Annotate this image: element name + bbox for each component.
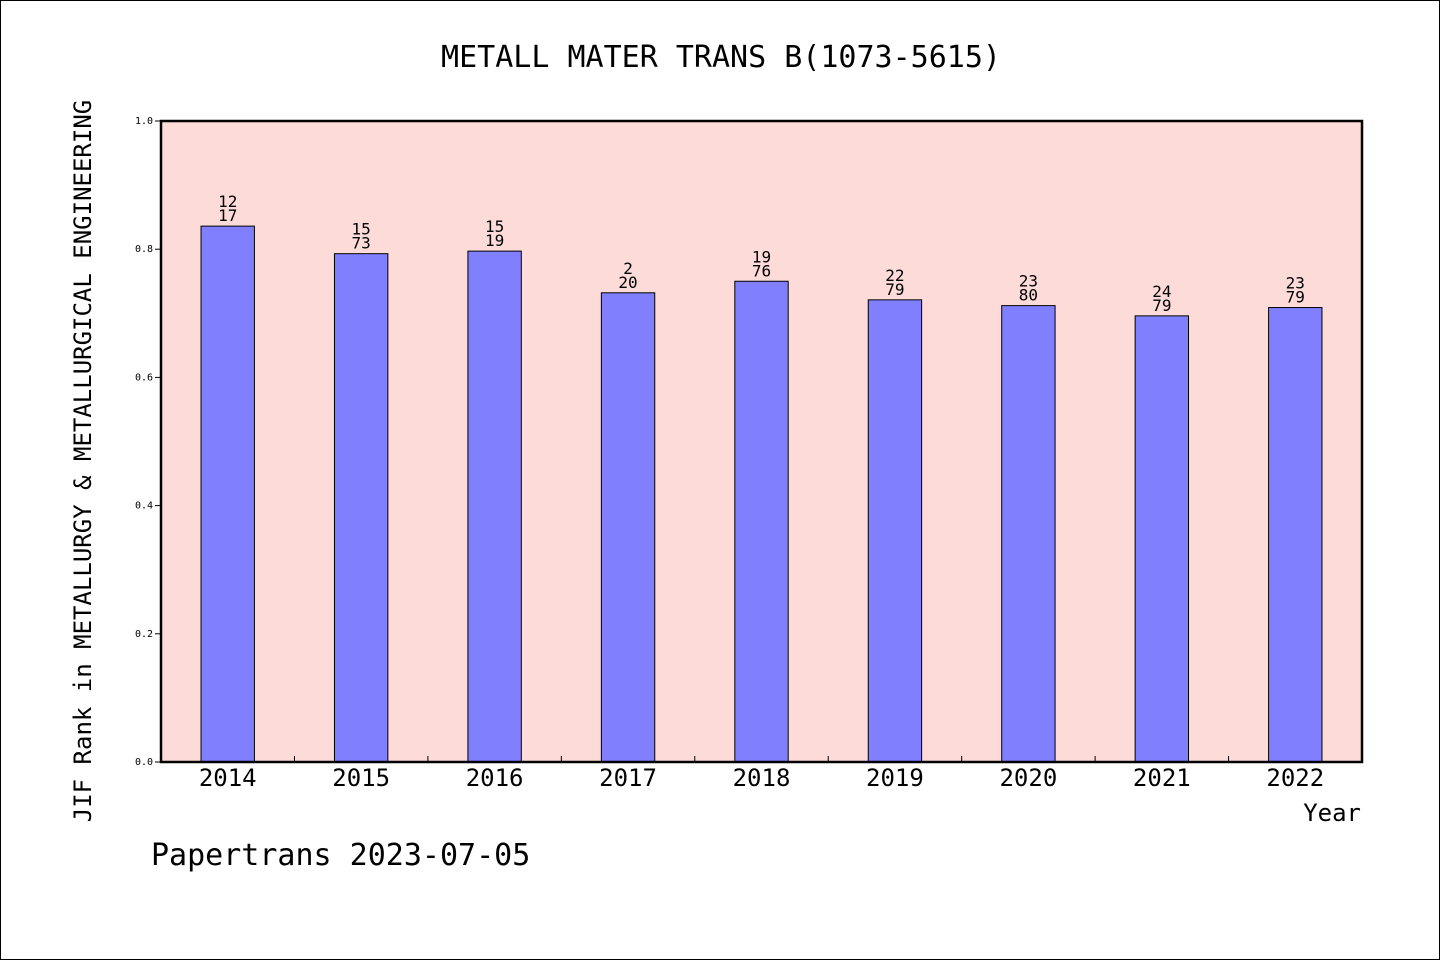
y-axis-label: JIF Rank in METALLURGY & METALLURGICAL E… (69, 100, 97, 822)
bar-label-rank: 24 (1152, 282, 1171, 301)
x-tick-label: 2021 (1133, 764, 1191, 792)
footer-credit: Papertrans 2023-07-05 (151, 838, 530, 873)
bar-label-total: 20 (618, 273, 637, 292)
bar-2017 (600, 292, 656, 763)
y-tick-label: 1.0 (135, 116, 153, 127)
bar-label-rank: 23 (1286, 274, 1305, 293)
plot-border (159, 119, 1364, 764)
x-tick-label: 2017 (599, 764, 657, 792)
bar-label-rank: 15 (485, 217, 504, 236)
bar-label-total: 17 (218, 206, 237, 225)
bar-2021 (1134, 315, 1190, 763)
bar-label-rank: 2 (623, 259, 633, 278)
bar-label-total: 76 (752, 261, 771, 280)
bar-2018 (734, 280, 789, 763)
y-tick-label: 0.0 (135, 757, 153, 768)
x-tick-label: 2022 (1266, 764, 1324, 792)
bar-label-rank: 22 (885, 266, 904, 285)
bar-2015 (333, 253, 389, 763)
x-axis-label: Year (1303, 799, 1361, 827)
bar-label-total: 79 (1152, 296, 1171, 315)
y-tick-label: 0.2 (135, 629, 153, 640)
bar-label-rank: 19 (752, 247, 771, 266)
bar-2019 (867, 299, 923, 763)
bar-label-total: 79 (885, 280, 904, 299)
x-tick-label: 2016 (466, 764, 524, 792)
bar-2022 (1268, 307, 1323, 763)
y-tick-label: 0.8 (135, 244, 153, 255)
bar-label-total: 19 (485, 231, 504, 250)
x-tick-label: 2015 (332, 764, 390, 792)
bar-2016 (467, 250, 522, 763)
bar-label-total: 79 (1286, 288, 1305, 307)
x-tick-label: 2020 (999, 764, 1057, 792)
bar-label-total: 73 (352, 234, 371, 253)
bar-label-total: 80 (1019, 286, 1038, 305)
chart-title: METALL MATER TRANS B(1073-5615) (441, 40, 1001, 75)
bar-2020 (1001, 305, 1056, 763)
y-tick-label: 0.6 (135, 372, 153, 383)
x-tick-label: 2019 (866, 764, 924, 792)
y-tick-label: 0.4 (135, 501, 153, 512)
x-tick-label: 2018 (733, 764, 791, 792)
bar-2014 (200, 225, 255, 763)
x-tick-label: 2014 (199, 764, 257, 792)
bar-label-rank: 15 (352, 220, 371, 239)
bar-label-rank: 23 (1019, 272, 1038, 291)
bar-label-rank: 12 (218, 192, 237, 211)
